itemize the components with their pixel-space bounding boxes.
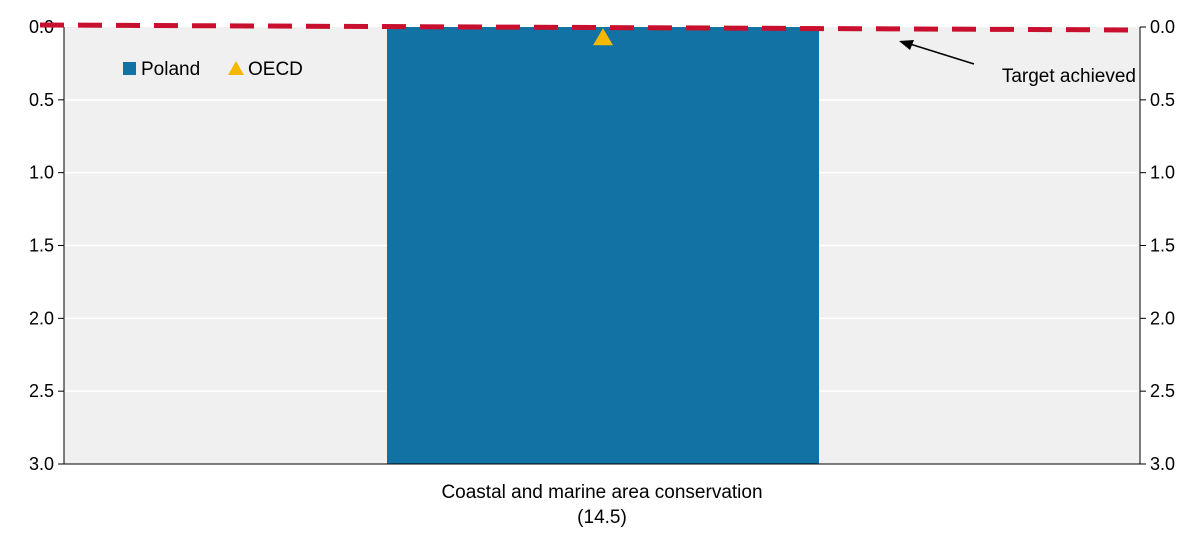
legend: Poland OECD	[123, 59, 303, 80]
target-arrow-head	[899, 40, 914, 50]
category-code: (14.5)	[577, 507, 627, 528]
legend-poland-label: Poland	[141, 59, 200, 80]
oecd-marker	[593, 28, 613, 46]
y-tick-label: 2.0	[1150, 308, 1175, 328]
y-tick-label: 1.0	[1150, 163, 1175, 183]
legend-oecd-label: OECD	[248, 59, 303, 80]
legend-poland-swatch	[123, 62, 136, 75]
y-tick-label: 1.0	[29, 163, 54, 183]
y-tick-label: 2.0	[29, 308, 54, 328]
category-label: Coastal and marine area conservation	[441, 482, 762, 503]
target-achieved-label: Target achieved	[1002, 66, 1136, 87]
y-tick-label: 0.5	[29, 90, 54, 110]
y-tick-label: 2.5	[29, 381, 54, 401]
y-tick-label: 0.0	[1150, 17, 1175, 37]
y-tick-label: 3.0	[29, 454, 54, 474]
y-tick-label: 1.5	[29, 236, 54, 256]
y-tick-label: 1.5	[1150, 236, 1175, 256]
legend-oecd-swatch	[228, 61, 244, 75]
target-line	[39, 22, 1141, 33]
target-arrow-line	[909, 43, 975, 65]
target-annotation: Target achieved	[899, 40, 1136, 87]
bar-poland	[387, 27, 819, 464]
y-tick-label: 3.0	[1150, 454, 1175, 474]
y-tick-label: 0.5	[1150, 90, 1175, 110]
right-axis-ticks: 0.0 0.5 1.0 1.5 2.0 2.5 3.0	[1140, 17, 1175, 474]
left-axis-ticks: 0.00.51.01.52.02.53.0	[29, 17, 64, 474]
y-tick-label: 2.5	[1150, 381, 1175, 401]
